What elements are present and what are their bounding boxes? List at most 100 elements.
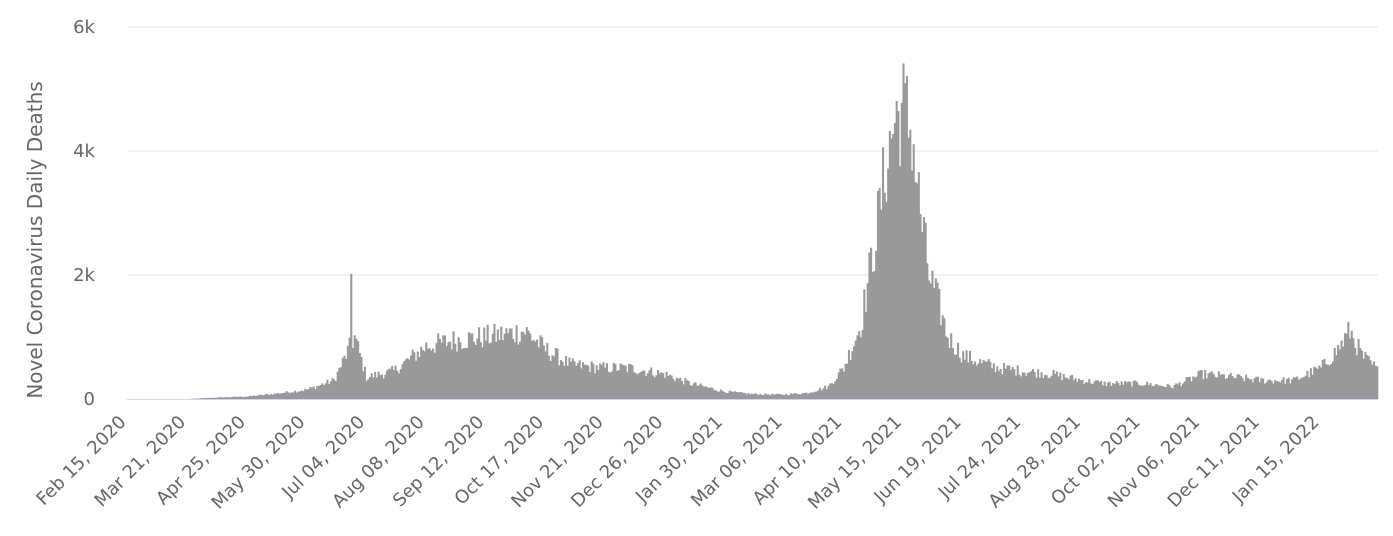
bar xyxy=(283,392,286,399)
bar xyxy=(984,361,987,399)
bar xyxy=(612,362,615,399)
bar xyxy=(236,396,239,399)
bar xyxy=(638,372,641,399)
bar xyxy=(1354,347,1357,399)
bar xyxy=(1197,371,1200,399)
bar xyxy=(1308,377,1311,399)
bar xyxy=(706,387,709,399)
bar xyxy=(1078,378,1081,399)
bar xyxy=(1263,383,1266,399)
bar xyxy=(392,370,395,399)
bar xyxy=(1182,383,1185,399)
bar xyxy=(762,394,765,399)
bar xyxy=(433,352,436,399)
bar xyxy=(336,371,339,399)
bar xyxy=(273,393,276,399)
bar xyxy=(1212,373,1215,399)
bar xyxy=(314,389,317,399)
bar xyxy=(784,394,787,399)
bar xyxy=(220,397,223,399)
bar xyxy=(353,335,356,399)
bar xyxy=(653,377,656,399)
bar xyxy=(631,365,634,399)
bar xyxy=(808,392,811,399)
bar xyxy=(783,395,786,399)
bar xyxy=(1035,377,1038,399)
bar xyxy=(873,271,876,399)
bar xyxy=(561,361,564,399)
bar xyxy=(278,393,281,399)
bar xyxy=(384,374,387,399)
bar xyxy=(870,247,873,399)
bar xyxy=(1079,380,1082,399)
bar xyxy=(657,370,660,399)
bar xyxy=(455,351,458,399)
bar xyxy=(529,333,532,399)
bar xyxy=(943,318,946,399)
bar xyxy=(980,363,983,399)
bar xyxy=(268,395,271,399)
bar xyxy=(484,340,487,399)
bar xyxy=(426,349,430,399)
bar xyxy=(1067,379,1070,399)
bar xyxy=(701,385,704,399)
bar xyxy=(805,392,808,399)
bar xyxy=(471,333,474,399)
bar xyxy=(1173,384,1176,399)
bar xyxy=(1292,377,1295,399)
bar xyxy=(1195,376,1198,399)
bar xyxy=(590,361,593,399)
bar xyxy=(329,381,332,399)
bar xyxy=(1333,347,1336,399)
bar xyxy=(602,362,605,399)
bar xyxy=(203,398,206,399)
bar xyxy=(200,398,203,399)
bar xyxy=(1122,384,1125,399)
bar xyxy=(878,188,881,399)
bar xyxy=(1236,374,1239,399)
bar xyxy=(1205,378,1208,399)
bar xyxy=(766,394,769,399)
bar xyxy=(617,370,620,399)
bar xyxy=(428,348,431,399)
bar xyxy=(1297,379,1300,399)
bar xyxy=(280,393,283,399)
bar xyxy=(1183,381,1186,399)
bar xyxy=(774,394,777,399)
bar xyxy=(926,263,929,399)
bar xyxy=(902,63,905,400)
bar xyxy=(772,394,775,399)
bar xyxy=(882,147,885,399)
bar xyxy=(672,378,675,399)
bar xyxy=(326,379,329,399)
bar xyxy=(849,359,852,399)
bar xyxy=(1251,382,1254,399)
bar xyxy=(1253,378,1256,399)
bar xyxy=(842,371,845,399)
bar xyxy=(399,369,402,399)
bar xyxy=(317,385,320,399)
bar xyxy=(1057,376,1060,399)
bar xyxy=(230,397,234,399)
bar xyxy=(493,323,496,399)
bar xyxy=(822,388,825,399)
bar xyxy=(1047,378,1050,399)
bar xyxy=(358,352,361,399)
bar xyxy=(425,342,428,399)
bar xyxy=(522,332,525,399)
bar xyxy=(1013,369,1016,399)
bar xyxy=(462,348,465,399)
bar xyxy=(1098,381,1101,399)
bar xyxy=(380,374,383,399)
bar xyxy=(559,360,562,399)
bar xyxy=(824,385,827,399)
bar xyxy=(1153,385,1156,399)
bar xyxy=(397,373,401,399)
bar xyxy=(691,385,694,399)
bar xyxy=(227,397,230,399)
bar xyxy=(1168,385,1171,399)
bar xyxy=(445,346,448,399)
bar xyxy=(957,342,960,399)
bar xyxy=(372,377,375,399)
bar xyxy=(1323,358,1326,399)
